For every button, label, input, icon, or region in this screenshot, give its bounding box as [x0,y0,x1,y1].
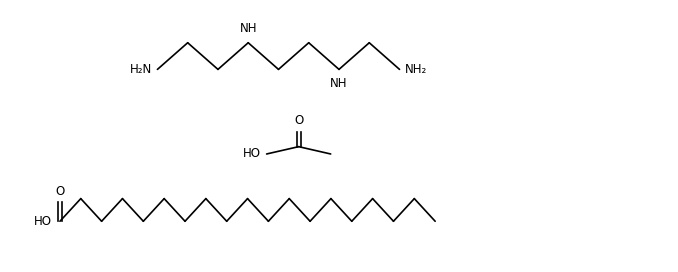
Text: H₂N: H₂N [129,63,152,76]
Text: HO: HO [34,215,52,228]
Text: O: O [294,114,303,127]
Text: NH₂: NH₂ [405,63,427,76]
Text: HO: HO [243,147,261,160]
Text: O: O [56,185,64,198]
Text: NH: NH [330,77,348,90]
Text: NH: NH [239,22,257,35]
